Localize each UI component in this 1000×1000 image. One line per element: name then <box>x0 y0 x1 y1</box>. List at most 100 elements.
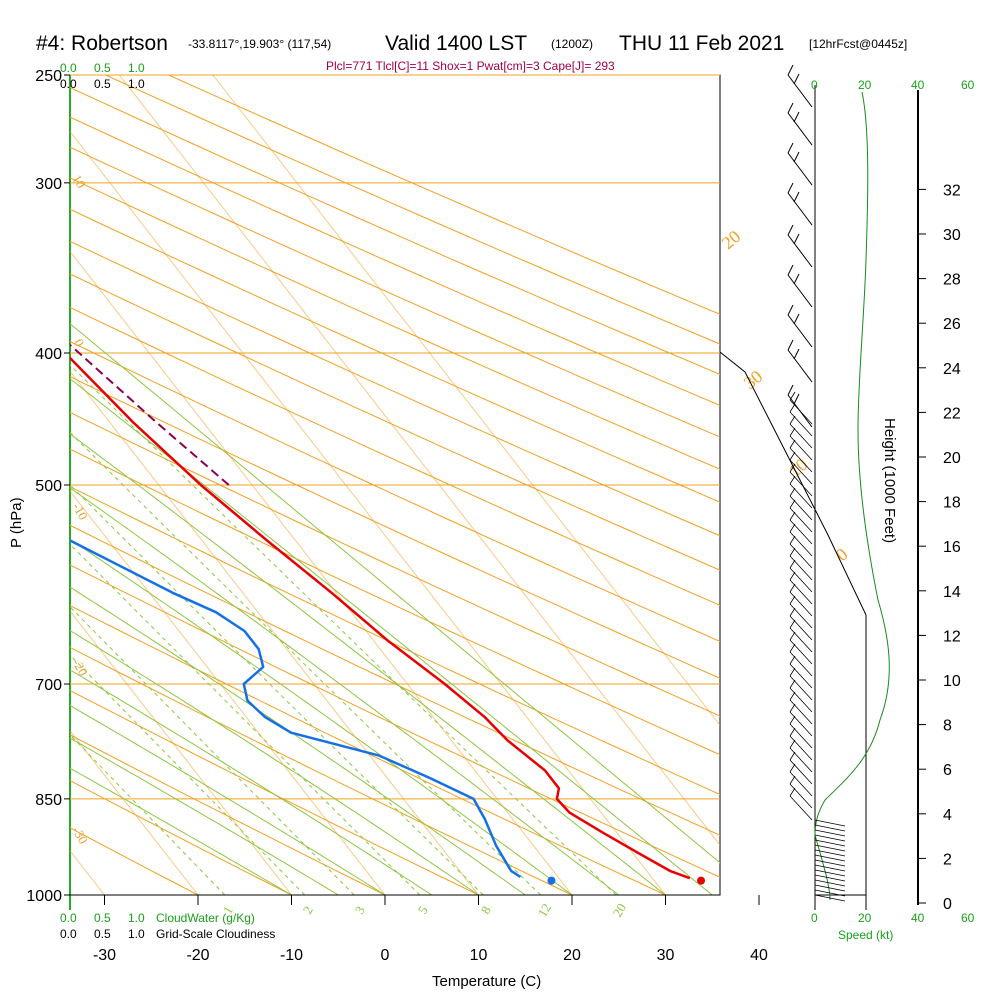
dewpoint-profile <box>70 539 522 879</box>
temperature-tick-label: 10 <box>470 947 488 964</box>
wind-speed-profile <box>814 91 890 901</box>
height-tick-label: 12 <box>943 628 961 645</box>
cloud-scale-label: 0.5 <box>94 61 111 75</box>
pressure-tick-label: 700 <box>35 677 62 694</box>
dry-adiabat-line <box>70 376 720 679</box>
wind-speed-label: Speed (kt) <box>838 928 893 942</box>
isotherm-line <box>70 130 666 895</box>
wind-barb-flag <box>789 727 796 737</box>
wind-barb <box>787 349 813 383</box>
wind-barb <box>787 152 813 186</box>
wind-barb <box>787 74 813 108</box>
mixing-ratio-label: 20 <box>610 901 629 920</box>
mixing-ratio-labels: 1 2 3 5 8 12 20 <box>220 901 629 920</box>
wind-barb-flag <box>789 559 796 569</box>
wind-barb <box>789 567 813 593</box>
height-tick-label: 10 <box>943 673 961 690</box>
wind-barb-flag <box>789 619 796 629</box>
wind-barb <box>814 894 846 902</box>
wind-barb-flag <box>789 667 796 677</box>
wind-barb <box>814 829 846 837</box>
wind-barb <box>789 627 813 653</box>
dry-adiabat-line <box>70 689 480 895</box>
wind-barb <box>789 471 813 497</box>
dry-adiabat-line <box>70 448 720 756</box>
height-tick-label: 30 <box>943 227 961 244</box>
wind-barb <box>814 869 846 877</box>
pressure-tick-label: 300 <box>35 176 62 193</box>
parcel-parameters: Plcl=771 Tlcl[C]=11 Shox=1 Pwat[cm]=3 Ca… <box>326 59 615 73</box>
station-title: #4: Robertson <box>36 32 168 55</box>
wind-barb <box>814 879 846 887</box>
cloudiness-label: Grid-Scale Cloudiness <box>156 927 275 941</box>
mixing-ratio-label: 5 <box>415 903 431 916</box>
pressure-tick-label: 400 <box>35 346 62 363</box>
speed-tick: 60 <box>961 78 975 92</box>
temperature-tick-label: 40 <box>750 947 768 964</box>
mixing-ratio-label: 8 <box>478 903 494 916</box>
dry-adiabat-line <box>104 75 720 345</box>
adiabat-label: 20 <box>718 226 745 253</box>
height-tick-label: 26 <box>943 316 961 333</box>
mixing-ratio-lines <box>70 364 617 895</box>
moist-adiabat-line <box>70 586 526 895</box>
wind-barb-flag <box>793 73 800 85</box>
wind-barb <box>789 771 813 797</box>
wind-barb <box>789 759 813 785</box>
adiabat-label: -10 <box>69 500 91 523</box>
terrain-boundary <box>719 351 867 616</box>
wind-barb-flag <box>787 102 794 114</box>
wind-barb <box>789 519 813 545</box>
wind-barb-flag <box>789 451 796 461</box>
dry-adiabat-line <box>70 116 720 406</box>
wind-barb-flag <box>789 391 796 401</box>
moist-adiabat-line <box>70 378 713 895</box>
wind-barb <box>789 543 813 569</box>
wind-barb <box>814 854 846 862</box>
wind-barb <box>787 314 813 348</box>
wind-barb-flag <box>789 511 796 521</box>
height-tick-label: 6 <box>943 762 952 779</box>
temperature-axis: -30 -20 -10 0 10 20 30 40 <box>70 894 768 964</box>
wind-barb-flag <box>789 739 796 749</box>
moist-adiabat-line <box>70 538 573 895</box>
wind-barb <box>789 651 813 677</box>
speed-tick: 0 <box>811 911 818 925</box>
wind-barb-flag <box>789 715 796 725</box>
cloud-scale-label: 1.0 <box>128 61 145 75</box>
wind-barb-flag <box>789 571 796 581</box>
wind-barb <box>789 687 813 713</box>
dry-adiabat-line <box>70 564 720 878</box>
wind-barb <box>789 447 813 473</box>
height-tick-label: 0 <box>943 896 952 913</box>
pressure-tick-label: 1000 <box>26 888 62 905</box>
temperature-tick-label: -10 <box>280 947 303 964</box>
forecast-run: [12hrFcst@0445z] <box>809 37 907 51</box>
surface-temperature-marker <box>697 876 706 885</box>
cloud-scale-label: 0.5 <box>94 927 111 941</box>
isotherms <box>70 75 720 895</box>
wind-barb-flag <box>789 607 796 617</box>
wind-barb-flag <box>789 583 796 593</box>
wind-barb <box>789 459 813 485</box>
moist-adiabat-line <box>70 669 432 895</box>
wind-barb <box>789 639 813 665</box>
wind-barb-flag <box>793 348 800 360</box>
wind-barb <box>789 579 813 605</box>
wind-barb-flag <box>789 655 796 665</box>
height-tick-label: 4 <box>943 807 952 824</box>
adiabat-label: 0 <box>832 544 852 565</box>
wind-barb-flag <box>787 339 794 351</box>
height-tick-label: 28 <box>943 272 961 289</box>
temperature-tick-label: 30 <box>657 947 675 964</box>
speed-ticks-top: 0 20 40 60 <box>811 78 975 92</box>
wind-barb <box>789 483 813 509</box>
moist-adiabat-line <box>70 629 479 895</box>
isobars <box>70 74 720 896</box>
wind-barb-flag <box>789 403 796 413</box>
wind-barb-flag <box>793 191 800 203</box>
pressure-axis: 250 300 400 500 700 850 1000 <box>26 68 70 905</box>
mixing-ratio-line <box>70 606 355 895</box>
wind-barb <box>787 234 813 268</box>
